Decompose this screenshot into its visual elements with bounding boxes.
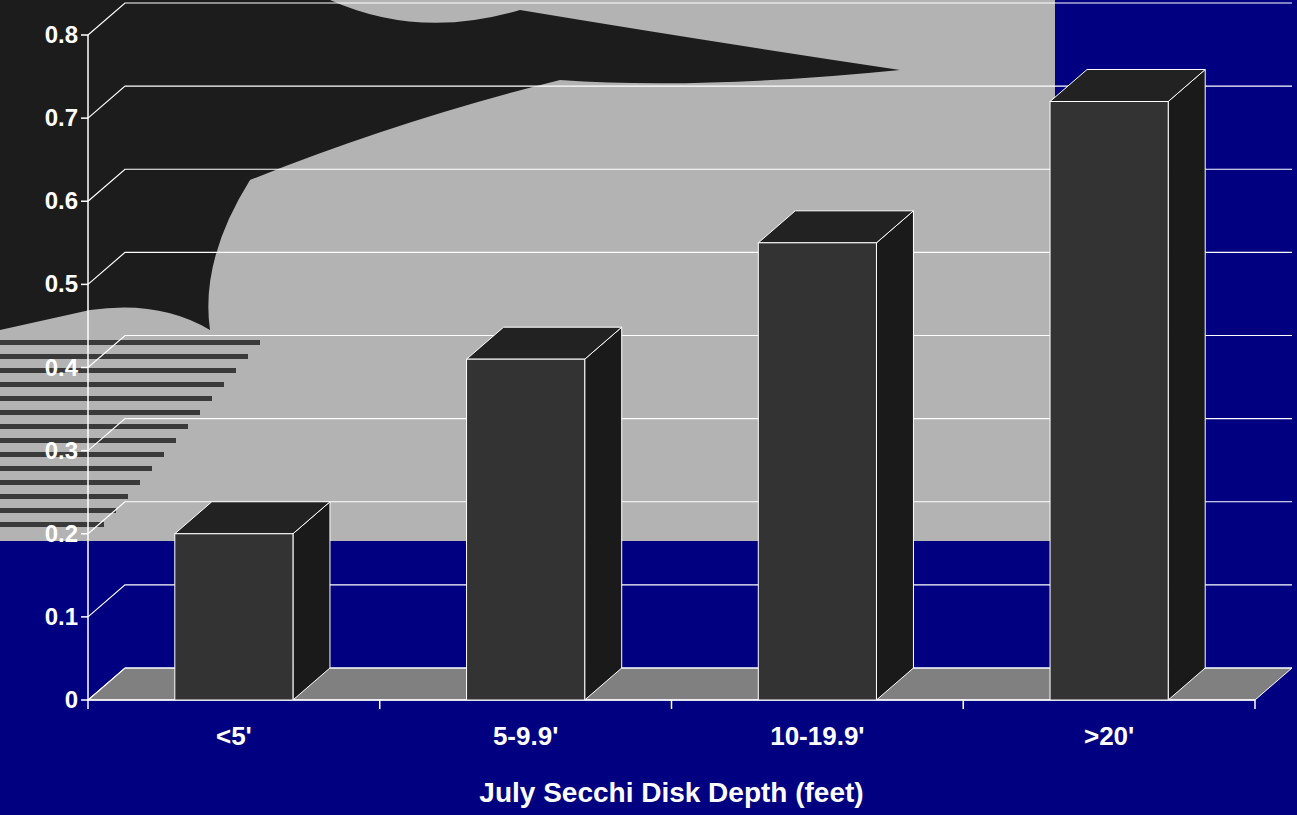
y-tick-label: 0.6 <box>45 187 78 214</box>
bar <box>1050 70 1205 701</box>
bar-front <box>467 359 585 700</box>
y-tick-label: 0.4 <box>45 354 79 381</box>
y-tick <box>81 533 88 535</box>
water-reflection <box>0 340 260 345</box>
x-tick-labels: <5' 5-9.9' 10-19.9' >20' <box>216 721 1134 751</box>
bar-side <box>293 502 330 700</box>
water-reflection <box>0 410 200 415</box>
x-tick-label: 5-9.9' <box>493 721 558 751</box>
bar-top <box>467 327 622 359</box>
bar-side <box>585 327 622 700</box>
y-tick <box>81 284 88 286</box>
y-tick <box>81 616 88 618</box>
y-tick <box>81 699 88 701</box>
bar <box>175 502 330 700</box>
y-tick <box>81 201 88 203</box>
x-tick <box>963 700 965 709</box>
x-tick-label: <5' <box>216 721 252 751</box>
bar-side <box>876 211 913 700</box>
bar <box>467 327 622 700</box>
y-tick-label: 0.3 <box>45 437 78 464</box>
y-tick-label: 0.2 <box>45 520 78 547</box>
bar-front <box>175 534 293 700</box>
bars <box>175 70 1205 701</box>
y-tick-labels: 0 0.1 0.2 0.3 0.4 0.5 0.6 0.7 0.8 <box>45 21 79 713</box>
y-tick-label: 0.1 <box>45 603 78 630</box>
y-axis <box>87 35 89 700</box>
water-reflection <box>0 368 236 373</box>
x-tick <box>87 700 89 709</box>
x-tick <box>671 700 673 709</box>
water-reflection <box>0 452 164 457</box>
background <box>0 0 1297 815</box>
y-tick-label: 0 <box>65 686 78 713</box>
y-tick-label: 0.7 <box>45 104 78 131</box>
water-reflection <box>0 424 188 429</box>
water-reflection <box>0 382 224 387</box>
chart: 0 0.1 0.2 0.3 0.4 0.5 0.6 0.7 0.8 <5' 5-9.9' 10-19.… <box>0 0 1297 815</box>
water-reflection <box>0 466 152 471</box>
water-reflection <box>0 508 116 513</box>
bar <box>758 211 913 700</box>
bar-front <box>758 243 876 700</box>
bar-top <box>758 211 913 243</box>
x-axis-title: July Secchi Disk Depth (feet) <box>479 777 863 808</box>
water-reflection <box>0 494 128 499</box>
y-tick <box>81 34 88 36</box>
water-reflection <box>0 480 140 485</box>
y-tick <box>81 117 88 119</box>
bar-side <box>1168 70 1205 701</box>
x-tick <box>379 700 381 709</box>
bar-top <box>175 502 330 534</box>
x-tick <box>1254 700 1256 709</box>
bar-top <box>1050 70 1205 102</box>
y-tick-label: 0.5 <box>45 270 78 297</box>
x-tick-label: >20' <box>1084 721 1134 751</box>
bar-front <box>1050 102 1168 701</box>
grid <box>81 3 1292 700</box>
y-tick <box>81 450 88 452</box>
y-tick-label: 0.8 <box>45 21 78 48</box>
x-tick-label: 10-19.9' <box>770 721 864 751</box>
water-reflection <box>0 396 212 401</box>
grid-line <box>88 3 1292 35</box>
water-reflection <box>0 354 248 359</box>
y-tick <box>81 367 88 369</box>
